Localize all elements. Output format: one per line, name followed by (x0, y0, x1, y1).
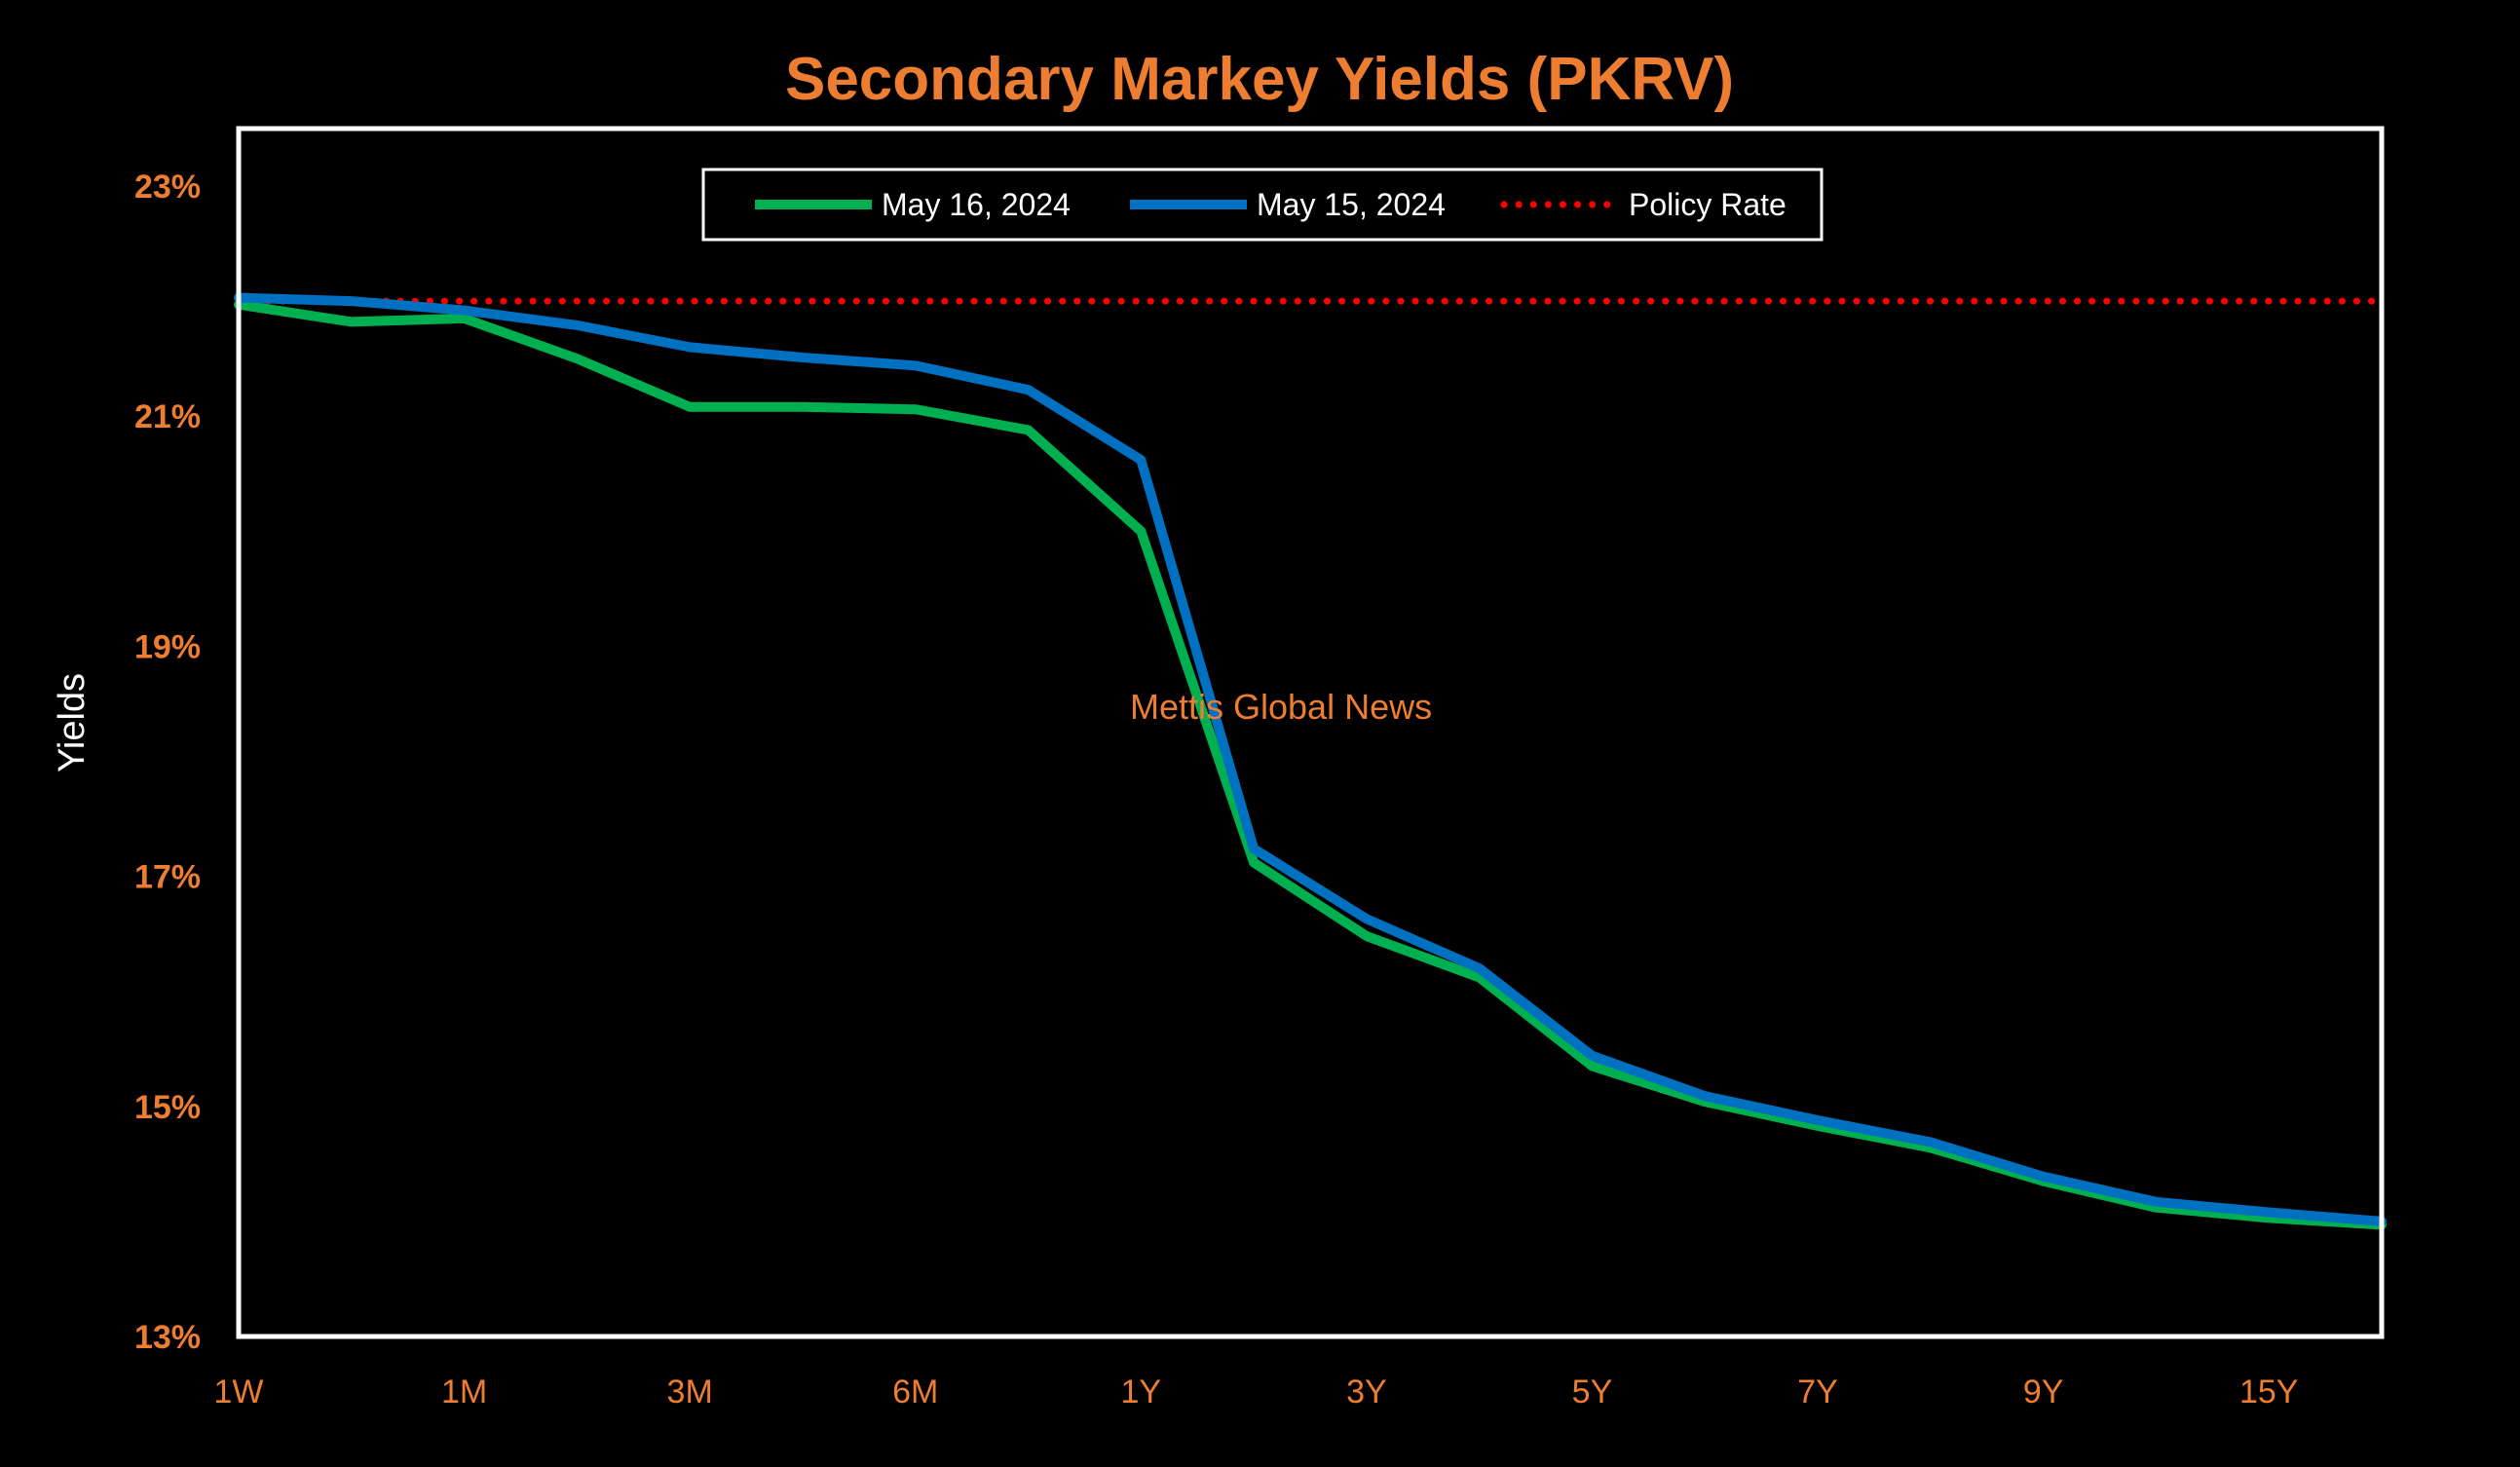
y-tick-label: 17% (134, 859, 201, 896)
x-tick-label: 1Y (1121, 1373, 1162, 1411)
legend-label: Policy Rate (1629, 187, 1787, 222)
x-tick-label: 3M (667, 1373, 713, 1411)
x-tick-label: 3Y (1346, 1373, 1387, 1411)
y-tick-label: 13% (134, 1319, 201, 1356)
x-tick-label: 15Y (2239, 1373, 2299, 1411)
x-tick-label: 1W (214, 1373, 264, 1411)
chart-title: Secondary Markey Yields (PKRV) (785, 46, 1734, 113)
legend-box (701, 168, 1824, 242)
x-tick-label: 1M (441, 1373, 487, 1411)
y-axis-title: Yields (52, 673, 93, 772)
legend: May 16, 2024 May 15, 2024 Policy Rate (701, 168, 1824, 242)
y-axis-ticks: 13% 15% 17% 19% 21% 23% (134, 169, 201, 1356)
x-tick-label: 6M (892, 1373, 938, 1411)
series-line-may-15-2024 (234, 292, 2387, 1226)
x-tick-label: 7Y (1797, 1373, 1838, 1411)
y-tick-label: 15% (134, 1089, 201, 1126)
y-tick-label: 23% (134, 169, 201, 206)
legend-label: May 16, 2024 (882, 187, 1071, 222)
plot-area-frame (236, 126, 2385, 1339)
y-tick-label: 19% (134, 628, 201, 665)
x-axis-ticks: 1W 1M 3M 6M 1Y 3Y 5Y 7Y 9Y 15Y (214, 1373, 2299, 1411)
legend-label: May 15, 2024 (1257, 187, 1446, 222)
x-tick-label: 5Y (1572, 1373, 1613, 1411)
x-tick-label: 9Y (2023, 1373, 2064, 1411)
watermark-text: Mettis Global News (1130, 687, 1432, 727)
y-tick-label: 21% (134, 398, 201, 435)
series-lines (234, 292, 2387, 1230)
